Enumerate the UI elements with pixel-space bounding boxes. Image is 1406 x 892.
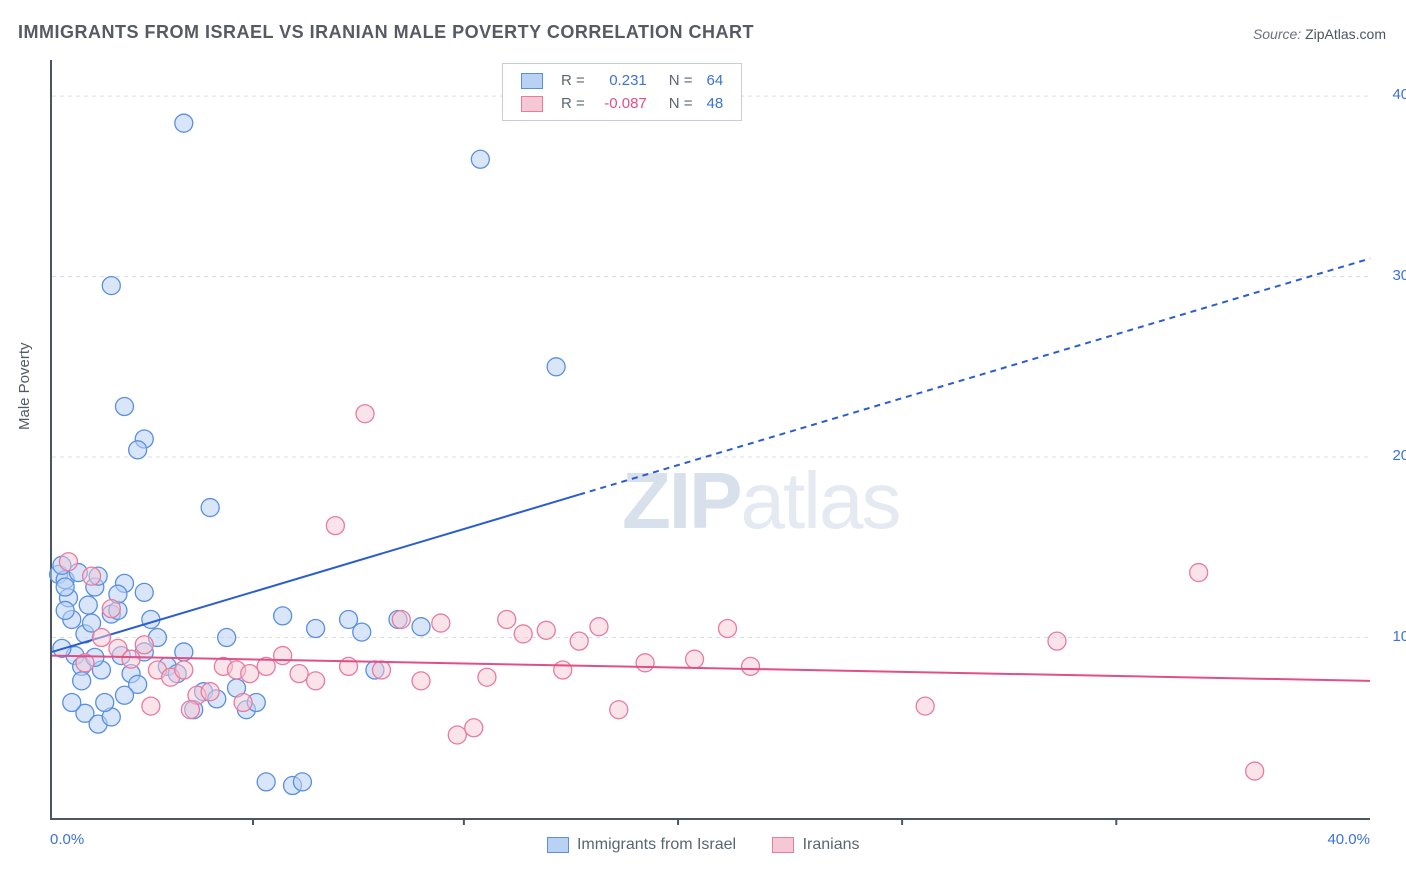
chart-svg — [52, 60, 1370, 818]
source-attribution: Source: ZipAtlas.com — [1253, 26, 1386, 42]
legend-item: Iranians — [772, 836, 859, 853]
y-axis-tick: 10.0% — [1392, 628, 1406, 645]
r-value: -0.087 — [593, 93, 653, 114]
y-axis-label: Male Poverty — [16, 342, 33, 430]
legend-swatch — [521, 96, 543, 112]
y-axis-tick: 40.0% — [1392, 86, 1406, 103]
legend-bottom: Immigrants from Israel Iranians — [0, 836, 1406, 854]
legend-label: Iranians — [803, 836, 860, 853]
source-value: ZipAtlas.com — [1305, 26, 1386, 42]
r-label: R = — [555, 93, 591, 114]
correlation-legend-row: R =-0.087N =48 — [515, 93, 729, 114]
correlation-legend-row: R =0.231N =64 — [515, 70, 729, 91]
legend-swatch — [547, 837, 569, 853]
r-value: 0.231 — [593, 70, 653, 91]
n-label: N = — [655, 93, 699, 114]
n-label: N = — [655, 70, 699, 91]
legend-label: Immigrants from Israel — [577, 836, 736, 853]
y-axis-tick: 20.0% — [1392, 447, 1406, 464]
legend-swatch — [521, 73, 543, 89]
n-value: 64 — [701, 70, 730, 91]
legend-swatch — [772, 837, 794, 853]
n-value: 48 — [701, 93, 730, 114]
legend-item: Immigrants from Israel — [547, 836, 737, 853]
correlation-legend: R =0.231N =64R =-0.087N =48 — [502, 63, 742, 121]
y-axis-tick: 30.0% — [1392, 267, 1406, 284]
chart-title: IMMIGRANTS FROM ISRAEL VS IRANIAN MALE P… — [18, 22, 754, 43]
plot-area: ZIPatlas 10.0%20.0%30.0%40.0%R =0.231N =… — [50, 60, 1370, 820]
r-label: R = — [555, 70, 591, 91]
source-label: Source: — [1253, 26, 1301, 42]
